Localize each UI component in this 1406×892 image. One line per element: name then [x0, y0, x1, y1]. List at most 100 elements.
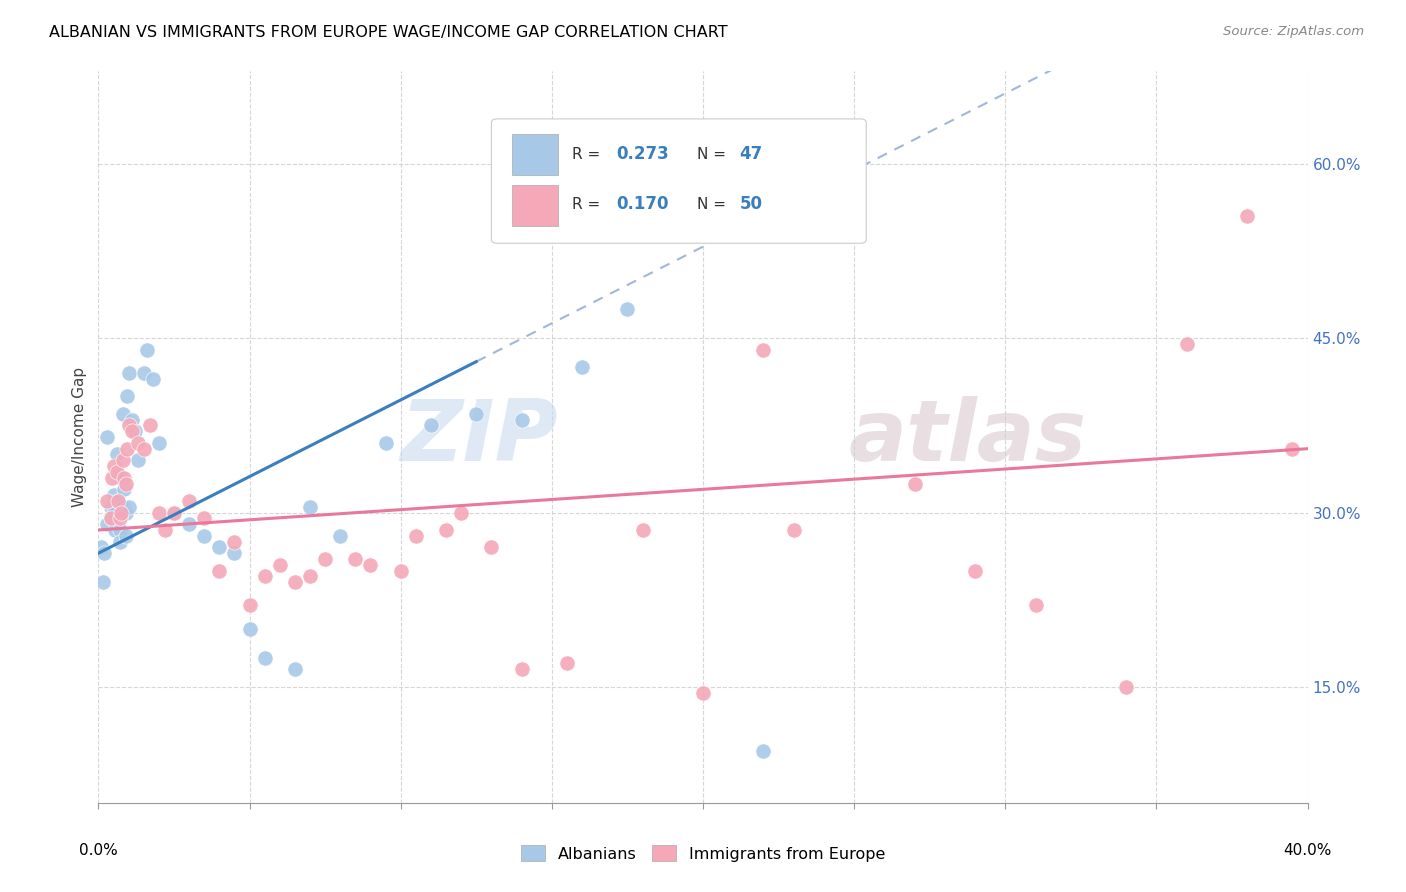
Point: [100, 511, 122, 525]
Point: [96, 430, 118, 444]
Point: [239, 622, 262, 636]
Point: [783, 523, 806, 537]
Point: [631, 523, 654, 537]
Point: [112, 471, 135, 485]
Point: [111, 407, 134, 421]
Point: [135, 343, 157, 357]
Point: [420, 418, 443, 433]
Point: [101, 471, 124, 485]
Point: [465, 407, 488, 421]
Point: [208, 564, 231, 578]
Point: [299, 569, 322, 583]
Point: [114, 506, 136, 520]
Point: [153, 523, 176, 537]
Point: [132, 366, 155, 380]
Point: [510, 662, 533, 676]
Point: [139, 418, 162, 433]
Point: [284, 575, 307, 590]
Point: [103, 488, 125, 502]
Point: [148, 436, 170, 450]
Point: [314, 552, 336, 566]
Point: [481, 541, 503, 555]
Point: [253, 569, 276, 583]
Point: [208, 541, 231, 555]
Point: [224, 546, 246, 560]
Point: [114, 476, 136, 491]
Text: 50: 50: [740, 195, 762, 213]
Text: 0.170: 0.170: [616, 195, 668, 213]
Point: [105, 448, 128, 462]
Point: [965, 564, 987, 578]
Text: atlas: atlas: [848, 395, 1087, 479]
Point: [103, 506, 125, 520]
Point: [132, 442, 155, 456]
Text: 0.273: 0.273: [616, 145, 669, 163]
Point: [111, 453, 134, 467]
Point: [329, 529, 352, 543]
Point: [110, 471, 132, 485]
Point: [118, 500, 141, 514]
Point: [124, 424, 146, 438]
Point: [434, 523, 457, 537]
Point: [121, 424, 143, 438]
Point: [100, 500, 122, 514]
Point: [616, 302, 638, 317]
Point: [269, 558, 291, 572]
Text: N =: N =: [697, 197, 731, 212]
Point: [1024, 599, 1046, 613]
Point: [104, 523, 127, 537]
Point: [374, 436, 396, 450]
Point: [91, 575, 114, 590]
Point: [179, 494, 201, 508]
Text: 47: 47: [740, 145, 762, 163]
Bar: [512, 135, 558, 175]
Point: [193, 511, 215, 525]
Point: [118, 366, 141, 380]
Point: [1236, 210, 1258, 224]
Text: Source: ZipAtlas.com: Source: ZipAtlas.com: [1223, 25, 1364, 38]
Point: [510, 412, 533, 426]
Point: [90, 541, 112, 555]
Point: [96, 494, 118, 508]
Point: [405, 529, 427, 543]
Point: [127, 453, 149, 467]
Point: [224, 534, 246, 549]
Point: [299, 500, 322, 514]
Point: [107, 494, 129, 508]
FancyBboxPatch shape: [492, 119, 866, 244]
Point: [344, 552, 367, 566]
Text: ZIP: ZIP: [401, 395, 558, 479]
Point: [121, 412, 143, 426]
Point: [103, 459, 125, 474]
Point: [112, 483, 135, 497]
Text: R =: R =: [572, 197, 606, 212]
Point: [108, 523, 131, 537]
Text: 40.0%: 40.0%: [1284, 844, 1331, 858]
Point: [105, 465, 128, 479]
Point: [114, 529, 136, 543]
Point: [108, 534, 131, 549]
Point: [100, 511, 122, 525]
Point: [389, 564, 412, 578]
Point: [1115, 680, 1137, 694]
Text: 0.0%: 0.0%: [79, 844, 118, 858]
Point: [107, 494, 129, 508]
Point: [115, 389, 138, 403]
Point: [127, 436, 149, 450]
Legend: Albanians, Immigrants from Europe: Albanians, Immigrants from Europe: [515, 838, 891, 868]
Point: [904, 476, 927, 491]
Point: [193, 529, 215, 543]
Point: [450, 506, 472, 520]
Point: [110, 506, 132, 520]
Point: [239, 599, 262, 613]
Point: [115, 442, 138, 456]
Point: [284, 662, 307, 676]
Point: [555, 657, 578, 671]
Point: [142, 372, 165, 386]
Text: ALBANIAN VS IMMIGRANTS FROM EUROPE WAGE/INCOME GAP CORRELATION CHART: ALBANIAN VS IMMIGRANTS FROM EUROPE WAGE/…: [49, 25, 728, 40]
Point: [752, 743, 775, 757]
Point: [571, 360, 593, 375]
Point: [163, 506, 186, 520]
Text: N =: N =: [697, 146, 731, 161]
Bar: [512, 185, 558, 226]
